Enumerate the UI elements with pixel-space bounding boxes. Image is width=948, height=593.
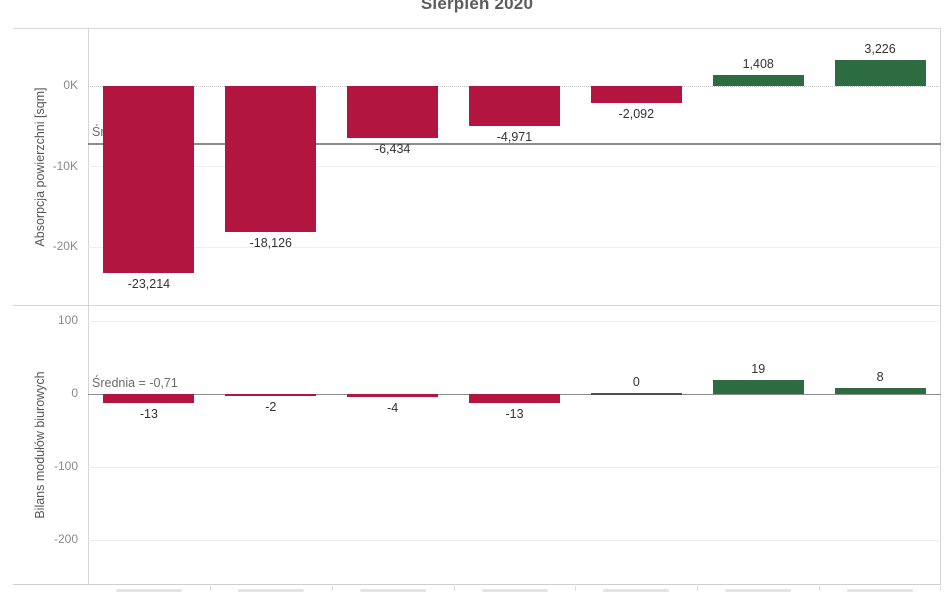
x-axis-separator-tick [697, 586, 699, 591]
bar-value-label: 19 [751, 362, 766, 377]
gridline [88, 166, 941, 167]
x-axis-label-fragment [603, 589, 670, 592]
bar-mark[interactable] [103, 394, 195, 404]
x-axis-separator-tick [331, 586, 333, 591]
bar-mark[interactable] [103, 86, 195, 273]
bar-mark[interactable] [469, 394, 560, 404]
x-axis-separator-tick [940, 586, 941, 591]
x-axis-label-fragment [481, 589, 548, 592]
average-reference-line [88, 142, 941, 145]
y-tick-label: -200 [53, 532, 78, 546]
x-axis-separator-tick [453, 586, 455, 591]
right-border-line [940, 28, 941, 584]
gridline [88, 466, 941, 468]
x-axis-separator-tick [209, 586, 211, 591]
gridline [88, 539, 941, 541]
gridline [88, 320, 941, 322]
bar-value-label: -13 [139, 407, 158, 422]
gridline [88, 246, 941, 248]
bar-mark[interactable] [225, 394, 317, 396]
bar-mark[interactable] [834, 60, 926, 86]
bar-value-label: 3,226 [864, 42, 896, 57]
bar-value-label: -4,971 [496, 130, 533, 145]
top-divider [13, 28, 941, 29]
y-tick-label: -20K [52, 239, 78, 253]
x-axis-separator-tick [819, 586, 821, 591]
panel-divider [13, 305, 941, 306]
bar-value-label: -23,214 [127, 276, 171, 291]
panel-absorption: Średnia = -7,172-23,214-18,126-6,434-4,9… [88, 28, 941, 305]
average-reference-label: Średnia = -0,71 [90, 375, 181, 391]
bar-mark[interactable] [712, 74, 804, 86]
bar-value-label: -6,434 [374, 141, 411, 156]
bar-value-label: -13 [505, 407, 524, 422]
x-axis-label-fragment [115, 589, 182, 592]
panel-balance: Średnia = -0,71 -13 -2 -4 -13 0 19 8 [88, 305, 941, 584]
bar-value-label: -2,092 [618, 106, 655, 121]
bar-value-label: -2 [265, 399, 277, 414]
bar-mark[interactable] [712, 380, 804, 394]
chart-title: Sierpień 2020 [420, 0, 534, 13]
y-tick-label: 0 [71, 386, 78, 400]
bar-value-label: 1,408 [742, 56, 774, 71]
y-tick-label: 100 [57, 313, 78, 327]
y-axis-title-balance: Bilans modułów biurowych [33, 371, 47, 519]
bar-mark[interactable] [834, 388, 926, 394]
bar-mark[interactable] [225, 86, 317, 232]
y-tick-label: -100 [53, 459, 78, 473]
bottom-axis-line [13, 584, 941, 585]
x-axis-label-fragment [237, 589, 304, 592]
bar-mark[interactable] [347, 394, 439, 397]
y-tick-label: -10K [52, 158, 78, 173]
y-tick-label: 0K [63, 78, 78, 92]
x-axis-separator-tick [575, 586, 577, 591]
y-axis-line [88, 28, 89, 584]
bar-value-label: -4 [387, 400, 399, 415]
bar-mark[interactable] [590, 86, 682, 103]
x-axis-label-fragment [847, 589, 914, 592]
bar-mark[interactable] [590, 393, 682, 395]
bar-mark[interactable] [347, 86, 439, 138]
bar-mark[interactable] [469, 86, 560, 127]
bar-value-label: 8 [876, 370, 884, 385]
x-axis-label-fragment [359, 589, 426, 592]
x-axis-label-fragment [725, 589, 792, 592]
bar-value-label: 0 [632, 375, 640, 389]
bar-value-label: -18,126 [249, 235, 292, 250]
